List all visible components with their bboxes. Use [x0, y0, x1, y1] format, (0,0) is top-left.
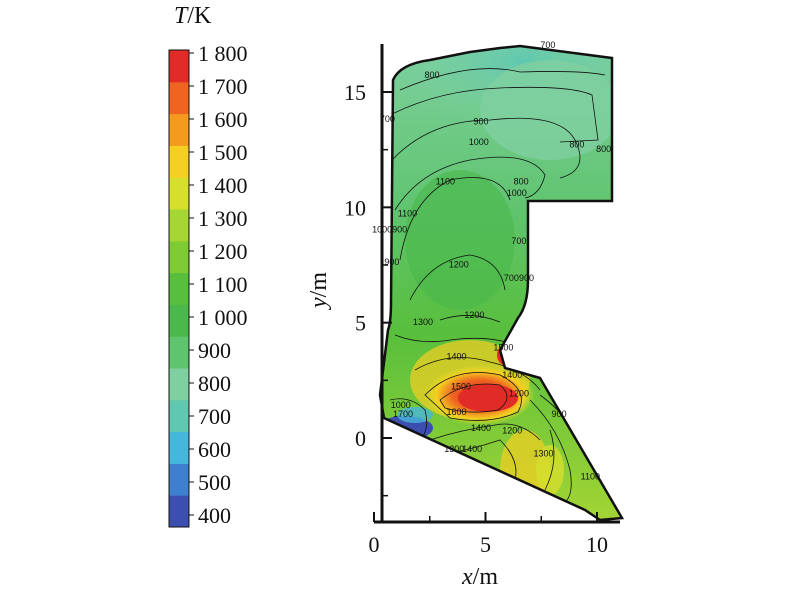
y-ticks: 0 5 10 15 [344, 80, 392, 497]
x-axis-title: x/m [461, 564, 498, 590]
colorbar-tick-label: 1 600 [198, 107, 248, 132]
colorbar-segment [169, 495, 189, 528]
colorbar-tick-label: 1 000 [198, 305, 248, 330]
contour-label: 1500 [451, 382, 471, 392]
contour-label: 800 [569, 139, 584, 149]
colorbar-tick-label: 1 500 [198, 140, 248, 165]
colorbar-tick-label: 400 [198, 503, 231, 528]
contour-label: 1200 [502, 425, 522, 435]
contour-label: 1500 [493, 342, 513, 352]
contour-label: 1100 [581, 472, 600, 482]
x-tick-label: 0 [369, 532, 380, 557]
contour-label: 900 [474, 116, 489, 126]
contour-label: 800 [514, 176, 529, 186]
colorbar-segment [169, 463, 189, 496]
contour-label: 1400 [446, 352, 466, 362]
colorbar-tick-label: 1 300 [198, 206, 248, 231]
contour-label: 700 [380, 114, 395, 124]
colorbar-tick-label: 700 [198, 404, 231, 429]
contour-label: 1400 [462, 444, 482, 454]
contour-label: 1200 [449, 259, 469, 269]
colorbar-segment [169, 209, 189, 242]
contour-label: 800 [596, 144, 611, 154]
colorbar-segment [169, 272, 189, 305]
x-tick-label: 10 [586, 532, 608, 557]
contour-label: 1200 [509, 388, 529, 398]
colorbar-title: T/K [174, 3, 212, 29]
axes [374, 44, 620, 524]
colorbar-segment [169, 50, 189, 83]
contour-label: 900 [552, 409, 567, 419]
colorbar-tick-label: 1 100 [198, 272, 248, 297]
contour-label: 1300 [444, 444, 464, 454]
contour-label: 1000 [507, 188, 527, 198]
contour-label: 700900 [504, 273, 534, 283]
contour-label: 1000900 [372, 225, 407, 235]
contour-label: 1700 [393, 409, 413, 419]
colorbar-segment [169, 431, 189, 464]
contour-label: 1300 [533, 448, 553, 458]
colorbar-segment [169, 177, 189, 210]
domain-boundary [378, 44, 625, 522]
colorbar-segment [169, 304, 189, 337]
contour-label: 1000 [391, 400, 411, 410]
colorbar-tick-label: 500 [198, 470, 231, 495]
contour-label: 700 [511, 236, 526, 246]
y-tick-label: 15 [344, 80, 366, 105]
colorbar-tick-label: 1 800 [198, 41, 248, 66]
colorbar-segment [169, 113, 189, 146]
y-tick-label: 5 [355, 311, 366, 336]
colorbar-tick-label: 600 [198, 437, 231, 462]
colorbar-tick-label: 1 400 [198, 173, 248, 198]
y-tick-label: 0 [355, 426, 366, 451]
colorbar-segment [169, 81, 189, 115]
contour-label: 1200 [464, 310, 484, 320]
colorbar-segment [169, 368, 189, 401]
colorbar-tick-label: 1 200 [198, 239, 248, 264]
y-tick-label: 10 [344, 195, 366, 220]
colorbar-segment [169, 145, 189, 178]
x-ticks: 0 5 10 [369, 512, 608, 557]
colorbar: 1 800 1 700 1 600 1 500 1 400 1 300 1 200 1 100… [168, 41, 248, 528]
contour-label: 800 [424, 70, 439, 80]
contour-label: 1400 [502, 370, 522, 380]
colorbar-frame [168, 49, 190, 528]
contour-label: 1300 [413, 317, 433, 327]
contour-label: 1100 [436, 176, 455, 186]
colorbar-segment [169, 240, 189, 274]
contour-label: 1000 [469, 137, 489, 147]
colorbar-segment [169, 399, 189, 433]
contour-label: 1600 [446, 407, 466, 417]
y-axis-title: y/m [306, 272, 332, 310]
contour-label: 1400 [471, 423, 491, 433]
x-tick-label: 5 [480, 532, 491, 557]
contour-label: 900 [384, 257, 399, 267]
contour-label: 1100 [398, 209, 417, 219]
colorbar-tick-label: 900 [198, 338, 231, 363]
colorbar-segment [169, 336, 189, 369]
contour-label: 700 [540, 40, 555, 50]
temperature-field [380, 46, 622, 520]
colorbar-tick-label: 1 700 [198, 74, 248, 99]
colorbar-tick-label: 800 [198, 371, 231, 396]
